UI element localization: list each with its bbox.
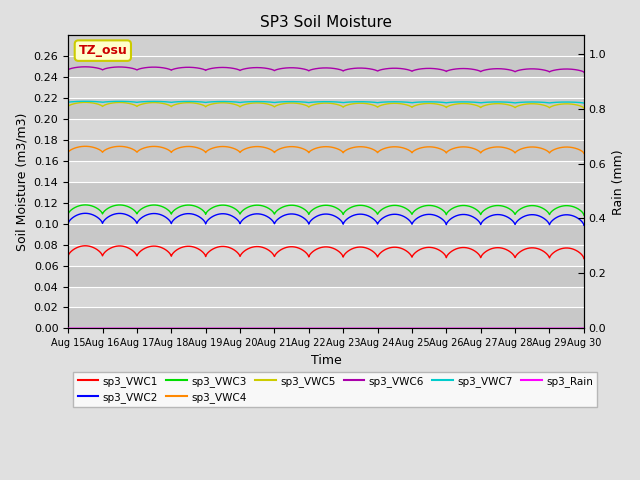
Legend: sp3_VWC1, sp3_VWC2, sp3_VWC3, sp3_VWC4, sp3_VWC5, sp3_VWC6, sp3_VWC7, sp3_Rain: sp3_VWC1, sp3_VWC2, sp3_VWC3, sp3_VWC4, …: [74, 372, 597, 407]
Bar: [68, 245, 584, 265]
Bar: [68, 203, 584, 224]
Y-axis label: Rain (mm): Rain (mm): [612, 149, 625, 215]
Bar: [68, 161, 584, 182]
Title: SP3 Soil Moisture: SP3 Soil Moisture: [260, 15, 392, 30]
Bar: [68, 182, 584, 203]
Bar: [68, 265, 584, 287]
Bar: [68, 98, 584, 119]
Bar: [68, 140, 584, 161]
Y-axis label: Soil Moisture (m3/m3): Soil Moisture (m3/m3): [15, 113, 28, 251]
Bar: [68, 56, 584, 77]
Bar: [68, 224, 584, 245]
Bar: [68, 308, 584, 328]
X-axis label: Time: Time: [310, 354, 341, 367]
Bar: [68, 119, 584, 140]
Bar: [68, 77, 584, 98]
Text: TZ_osu: TZ_osu: [79, 44, 127, 57]
Bar: [68, 287, 584, 308]
